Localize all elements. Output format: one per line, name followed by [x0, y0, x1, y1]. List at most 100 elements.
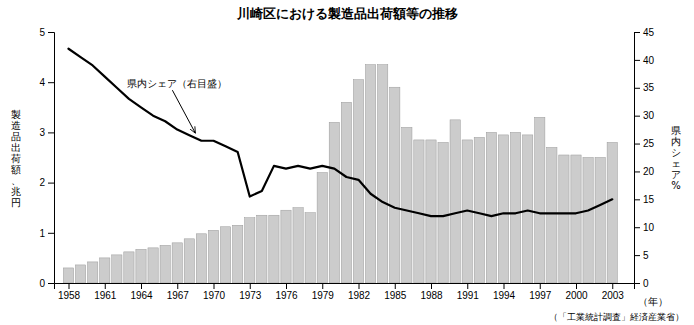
tick: 0	[634, 278, 649, 289]
bar	[378, 65, 388, 283]
bar	[365, 65, 375, 283]
tick-mark	[634, 171, 640, 172]
tick-mark	[634, 32, 640, 33]
bar	[75, 265, 85, 283]
tick: 1961	[94, 283, 117, 301]
tick: 30	[634, 110, 655, 121]
bar	[136, 249, 146, 283]
tick-mark	[504, 283, 505, 289]
axis-xticks: 1958196119641967197019731976197919821985…	[55, 283, 635, 301]
bar	[523, 135, 533, 283]
tick-mark	[48, 82, 54, 83]
tick-label: 1958	[58, 290, 81, 301]
bar	[571, 155, 581, 283]
tick-mark	[576, 283, 577, 289]
tick-mark	[322, 283, 323, 289]
tick-label: 15	[643, 194, 655, 205]
bar	[172, 243, 182, 283]
tick-mark	[467, 283, 468, 289]
bar	[305, 213, 315, 283]
tick-label: 1976	[275, 290, 298, 301]
tick-label: 10	[643, 222, 655, 233]
tick-mark	[359, 283, 360, 289]
tick-mark	[612, 283, 613, 289]
bar	[559, 155, 569, 283]
tick-label: 4	[39, 77, 45, 88]
y2-axis-label-char: ェ	[671, 158, 681, 169]
bar	[535, 117, 545, 283]
tick-label: 2000	[565, 290, 588, 301]
tick: 15	[634, 194, 655, 205]
tick-mark	[250, 283, 251, 289]
line	[69, 49, 613, 216]
bar	[607, 142, 617, 283]
axis-domain	[55, 284, 635, 290]
bar	[63, 268, 73, 283]
bar	[269, 215, 279, 283]
tick-mark	[540, 283, 541, 289]
tick: 35	[634, 82, 655, 93]
tick-mark	[286, 283, 287, 289]
tick: 1973	[239, 283, 262, 301]
bar	[595, 158, 605, 284]
y-axis-label-char: 製	[11, 109, 21, 120]
tick-mark	[634, 255, 640, 256]
tick-mark	[48, 183, 54, 184]
y2-axis-label-char: シ	[671, 147, 681, 158]
plot-area	[63, 49, 617, 283]
bar	[510, 132, 520, 283]
chart: 1958196119641967197019731976197919821985…	[0, 0, 694, 325]
tick-label: 1982	[348, 290, 371, 301]
tick-label: 40	[643, 55, 655, 66]
tick-label: 3	[39, 127, 45, 138]
x-axis-label: （年）	[638, 296, 668, 307]
y-axis-label: 製造品出荷額、兆円	[11, 109, 21, 208]
tick-label: 0	[39, 278, 45, 289]
bar	[233, 225, 243, 283]
y2-axis-label-char: 県	[671, 125, 681, 136]
tick-mark	[105, 283, 106, 289]
tick: 1979	[312, 283, 335, 301]
bar	[426, 140, 436, 283]
bar	[329, 122, 339, 283]
bar	[88, 262, 98, 283]
tick: 2003	[602, 283, 625, 301]
tick: 10	[634, 222, 655, 233]
y2-axis-label-char: 内	[671, 136, 681, 147]
tick-mark	[48, 283, 54, 284]
tick-label: 25	[643, 138, 655, 149]
axis-y2ticks: 051015202530354045	[634, 27, 655, 289]
tick-mark	[48, 132, 54, 133]
tick-label: 20	[643, 166, 655, 177]
tick-label: 1979	[312, 290, 335, 301]
bar	[148, 248, 158, 283]
tick-mark	[214, 283, 215, 289]
tick-label: 1964	[130, 290, 153, 301]
tick: 3	[39, 127, 54, 138]
bar	[184, 239, 194, 283]
tick-mark	[634, 60, 640, 61]
y2-axis-label-char: ア	[671, 169, 681, 180]
bar	[281, 210, 291, 283]
tick-label: 1961	[94, 290, 117, 301]
bar	[474, 137, 484, 283]
bar	[257, 215, 267, 283]
source-note: （「工業統計調査」経済産業省）	[549, 312, 684, 322]
axis-domain	[635, 33, 641, 284]
tick-label: 1985	[384, 290, 407, 301]
bar	[486, 132, 496, 283]
tick: 1958	[58, 283, 81, 301]
tick: 1982	[348, 283, 371, 301]
tick-mark	[634, 283, 640, 284]
y-axis-label-char: 円	[11, 197, 21, 208]
y2-axis-label: 県内シェア%	[671, 125, 681, 191]
y-axis-label-char: 兆	[11, 186, 21, 197]
annotation: 県内シェア（右目盛）	[127, 78, 227, 89]
y-axis-label-char: 造	[11, 120, 21, 131]
tick-label: 1997	[529, 290, 552, 301]
tick-mark	[48, 233, 54, 234]
y-axis-label-char: 出	[11, 142, 21, 153]
bar	[390, 87, 400, 283]
bar	[160, 245, 170, 283]
tick: 1967	[167, 283, 190, 301]
